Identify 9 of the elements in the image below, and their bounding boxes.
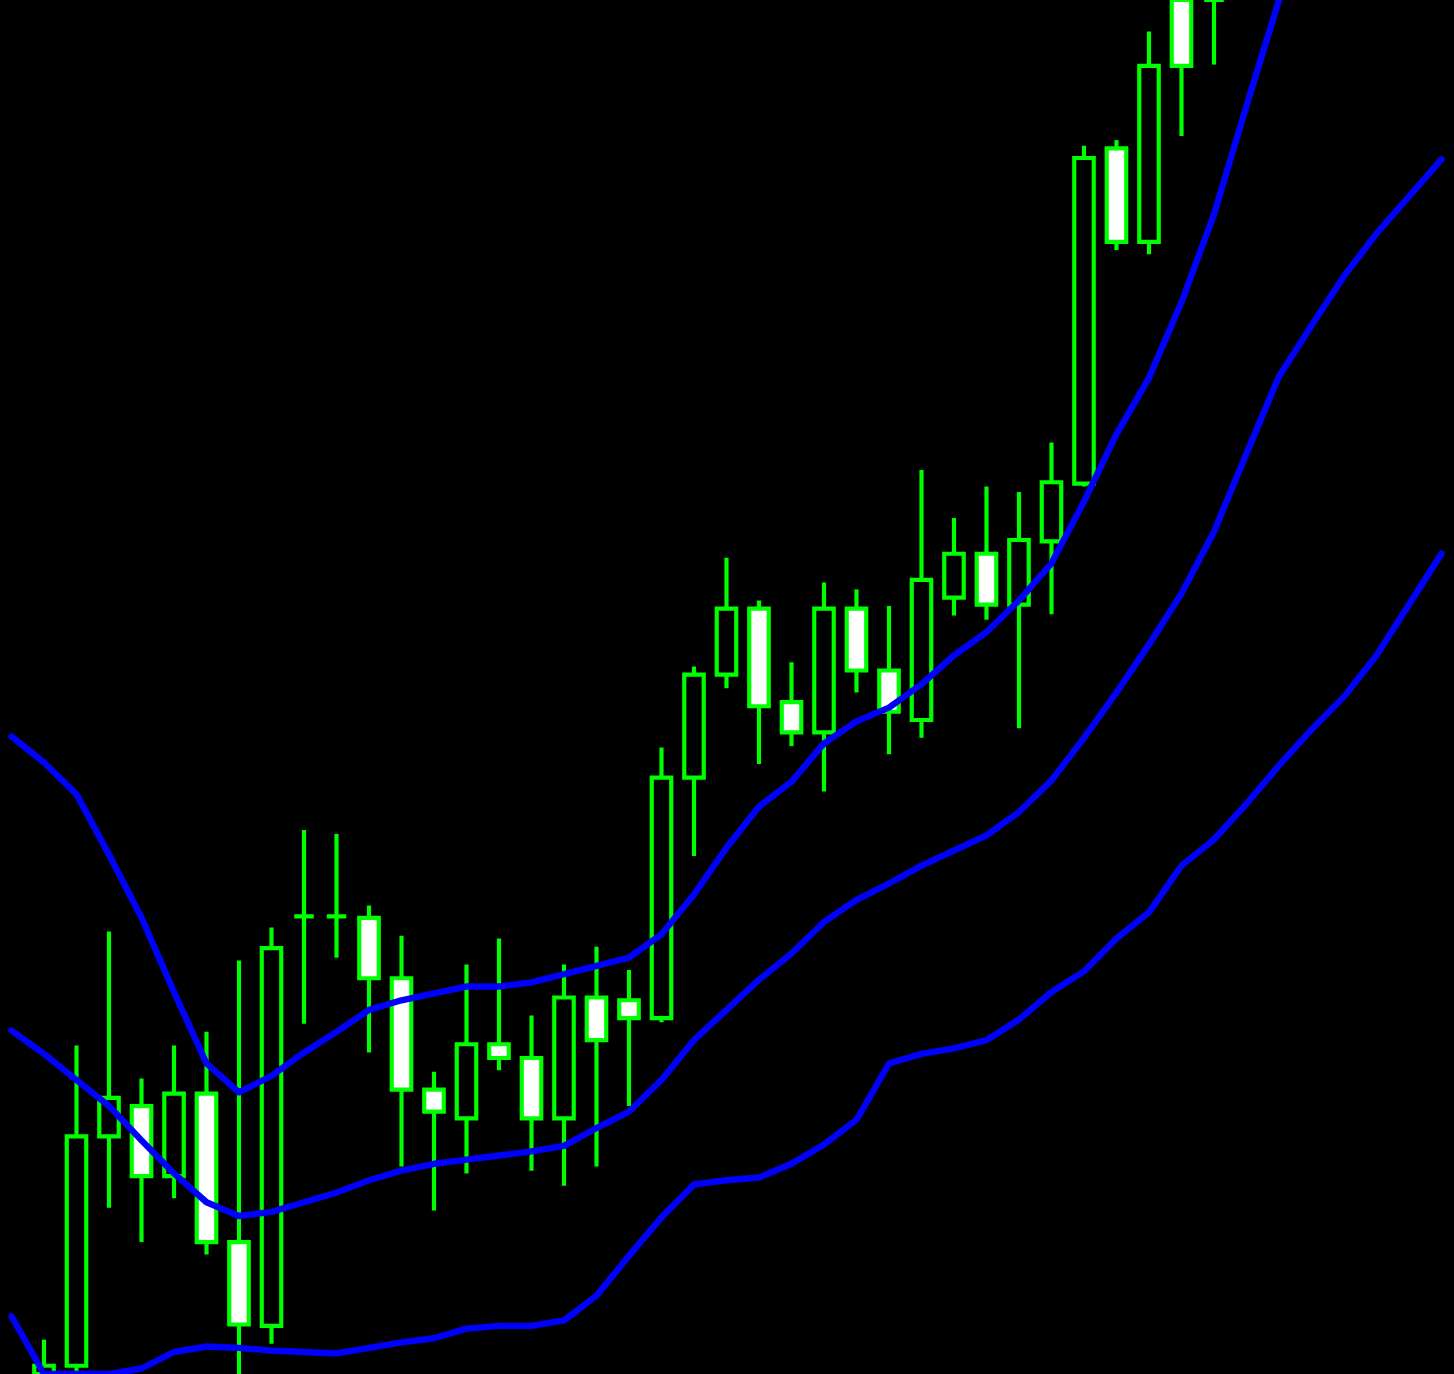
- candlestick: [324, 831, 349, 960]
- candlestick: [1202, 0, 1226, 67]
- candlestick: [584, 944, 609, 1169]
- candlestick: [942, 515, 966, 618]
- candlestick: [617, 967, 641, 1109]
- candlestick: [487, 936, 511, 1073]
- candlestick: [292, 827, 316, 1026]
- candlestick: [779, 660, 804, 749]
- candlestick: [422, 1069, 446, 1213]
